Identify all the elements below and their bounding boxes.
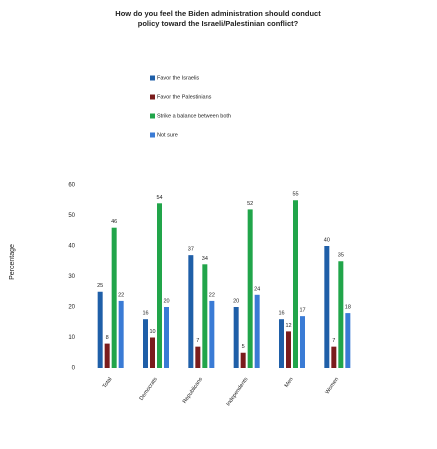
- bar: [150, 337, 155, 368]
- value-label: 35: [338, 253, 344, 259]
- bar: [247, 209, 253, 368]
- legend-label: Strike a balance between both: [157, 113, 231, 119]
- legend-label: Favor the Israelis: [157, 75, 199, 81]
- value-label: 55: [292, 192, 298, 198]
- bar: [233, 307, 239, 368]
- bar: [188, 255, 194, 368]
- value-label: 20: [233, 298, 239, 304]
- value-label: 18: [345, 305, 351, 311]
- y-tick-label: 50: [68, 213, 75, 219]
- value-label: 20: [163, 298, 169, 304]
- value-label: 46: [111, 219, 117, 225]
- bar: [118, 300, 124, 368]
- bar: [279, 319, 284, 368]
- bar: [286, 331, 291, 368]
- bar: [254, 294, 260, 368]
- bar: [164, 307, 169, 368]
- bar: [157, 203, 162, 368]
- bar: [202, 264, 208, 368]
- bar: [338, 261, 344, 368]
- value-label: 10: [149, 329, 155, 335]
- x-tick-label: Independents: [225, 376, 249, 407]
- value-label: 54: [156, 195, 162, 201]
- legend-swatch: [150, 94, 155, 100]
- bar: [345, 313, 351, 368]
- y-axis-label: Percentage: [9, 244, 16, 280]
- y-tick-label: 60: [68, 183, 75, 189]
- legend-label: Favor the Palestinians: [157, 94, 212, 100]
- legend-swatch: [150, 75, 155, 81]
- x-tick-label: Women: [324, 377, 340, 396]
- value-label: 7: [196, 338, 199, 344]
- value-label: 25: [97, 283, 103, 289]
- value-label: 8: [106, 335, 109, 341]
- value-label: 22: [118, 292, 124, 298]
- legend-label: Not sure: [157, 132, 178, 138]
- bar: [104, 343, 110, 368]
- legend-swatch: [150, 132, 155, 138]
- bar: [240, 352, 246, 368]
- bar: [97, 291, 103, 368]
- x-tick-label: Democrats: [139, 376, 159, 401]
- y-tick-label: 30: [68, 274, 75, 280]
- bar: [293, 200, 298, 368]
- y-tick-label: 20: [68, 305, 75, 311]
- value-label: 17: [299, 308, 305, 314]
- value-label: 5: [242, 344, 245, 350]
- bar: [331, 346, 337, 368]
- bar: [209, 300, 215, 368]
- bar: [111, 227, 117, 368]
- value-label: 7: [332, 338, 335, 344]
- bar: [195, 346, 201, 368]
- x-tick-label: Total: [102, 377, 114, 390]
- value-label: 52: [247, 201, 253, 207]
- y-tick-label: 0: [72, 366, 76, 372]
- chart-title: How do you feel the Biden administration…: [115, 9, 321, 28]
- value-label: 24: [254, 286, 260, 292]
- legend-swatch: [150, 113, 155, 119]
- x-tick-label: Men: [284, 377, 295, 389]
- value-label: 34: [202, 256, 208, 262]
- value-label: 16: [278, 311, 284, 317]
- bar: [324, 246, 330, 368]
- bar: [300, 316, 305, 368]
- x-tick-label: Republicans: [182, 376, 204, 404]
- y-tick-label: 10: [68, 335, 75, 341]
- value-label: 37: [188, 247, 194, 253]
- bar: [143, 319, 148, 368]
- value-label: 16: [142, 311, 148, 317]
- value-label: 12: [285, 323, 291, 329]
- value-label: 22: [209, 292, 215, 298]
- value-label: 40: [324, 237, 330, 243]
- y-tick-label: 40: [68, 244, 75, 250]
